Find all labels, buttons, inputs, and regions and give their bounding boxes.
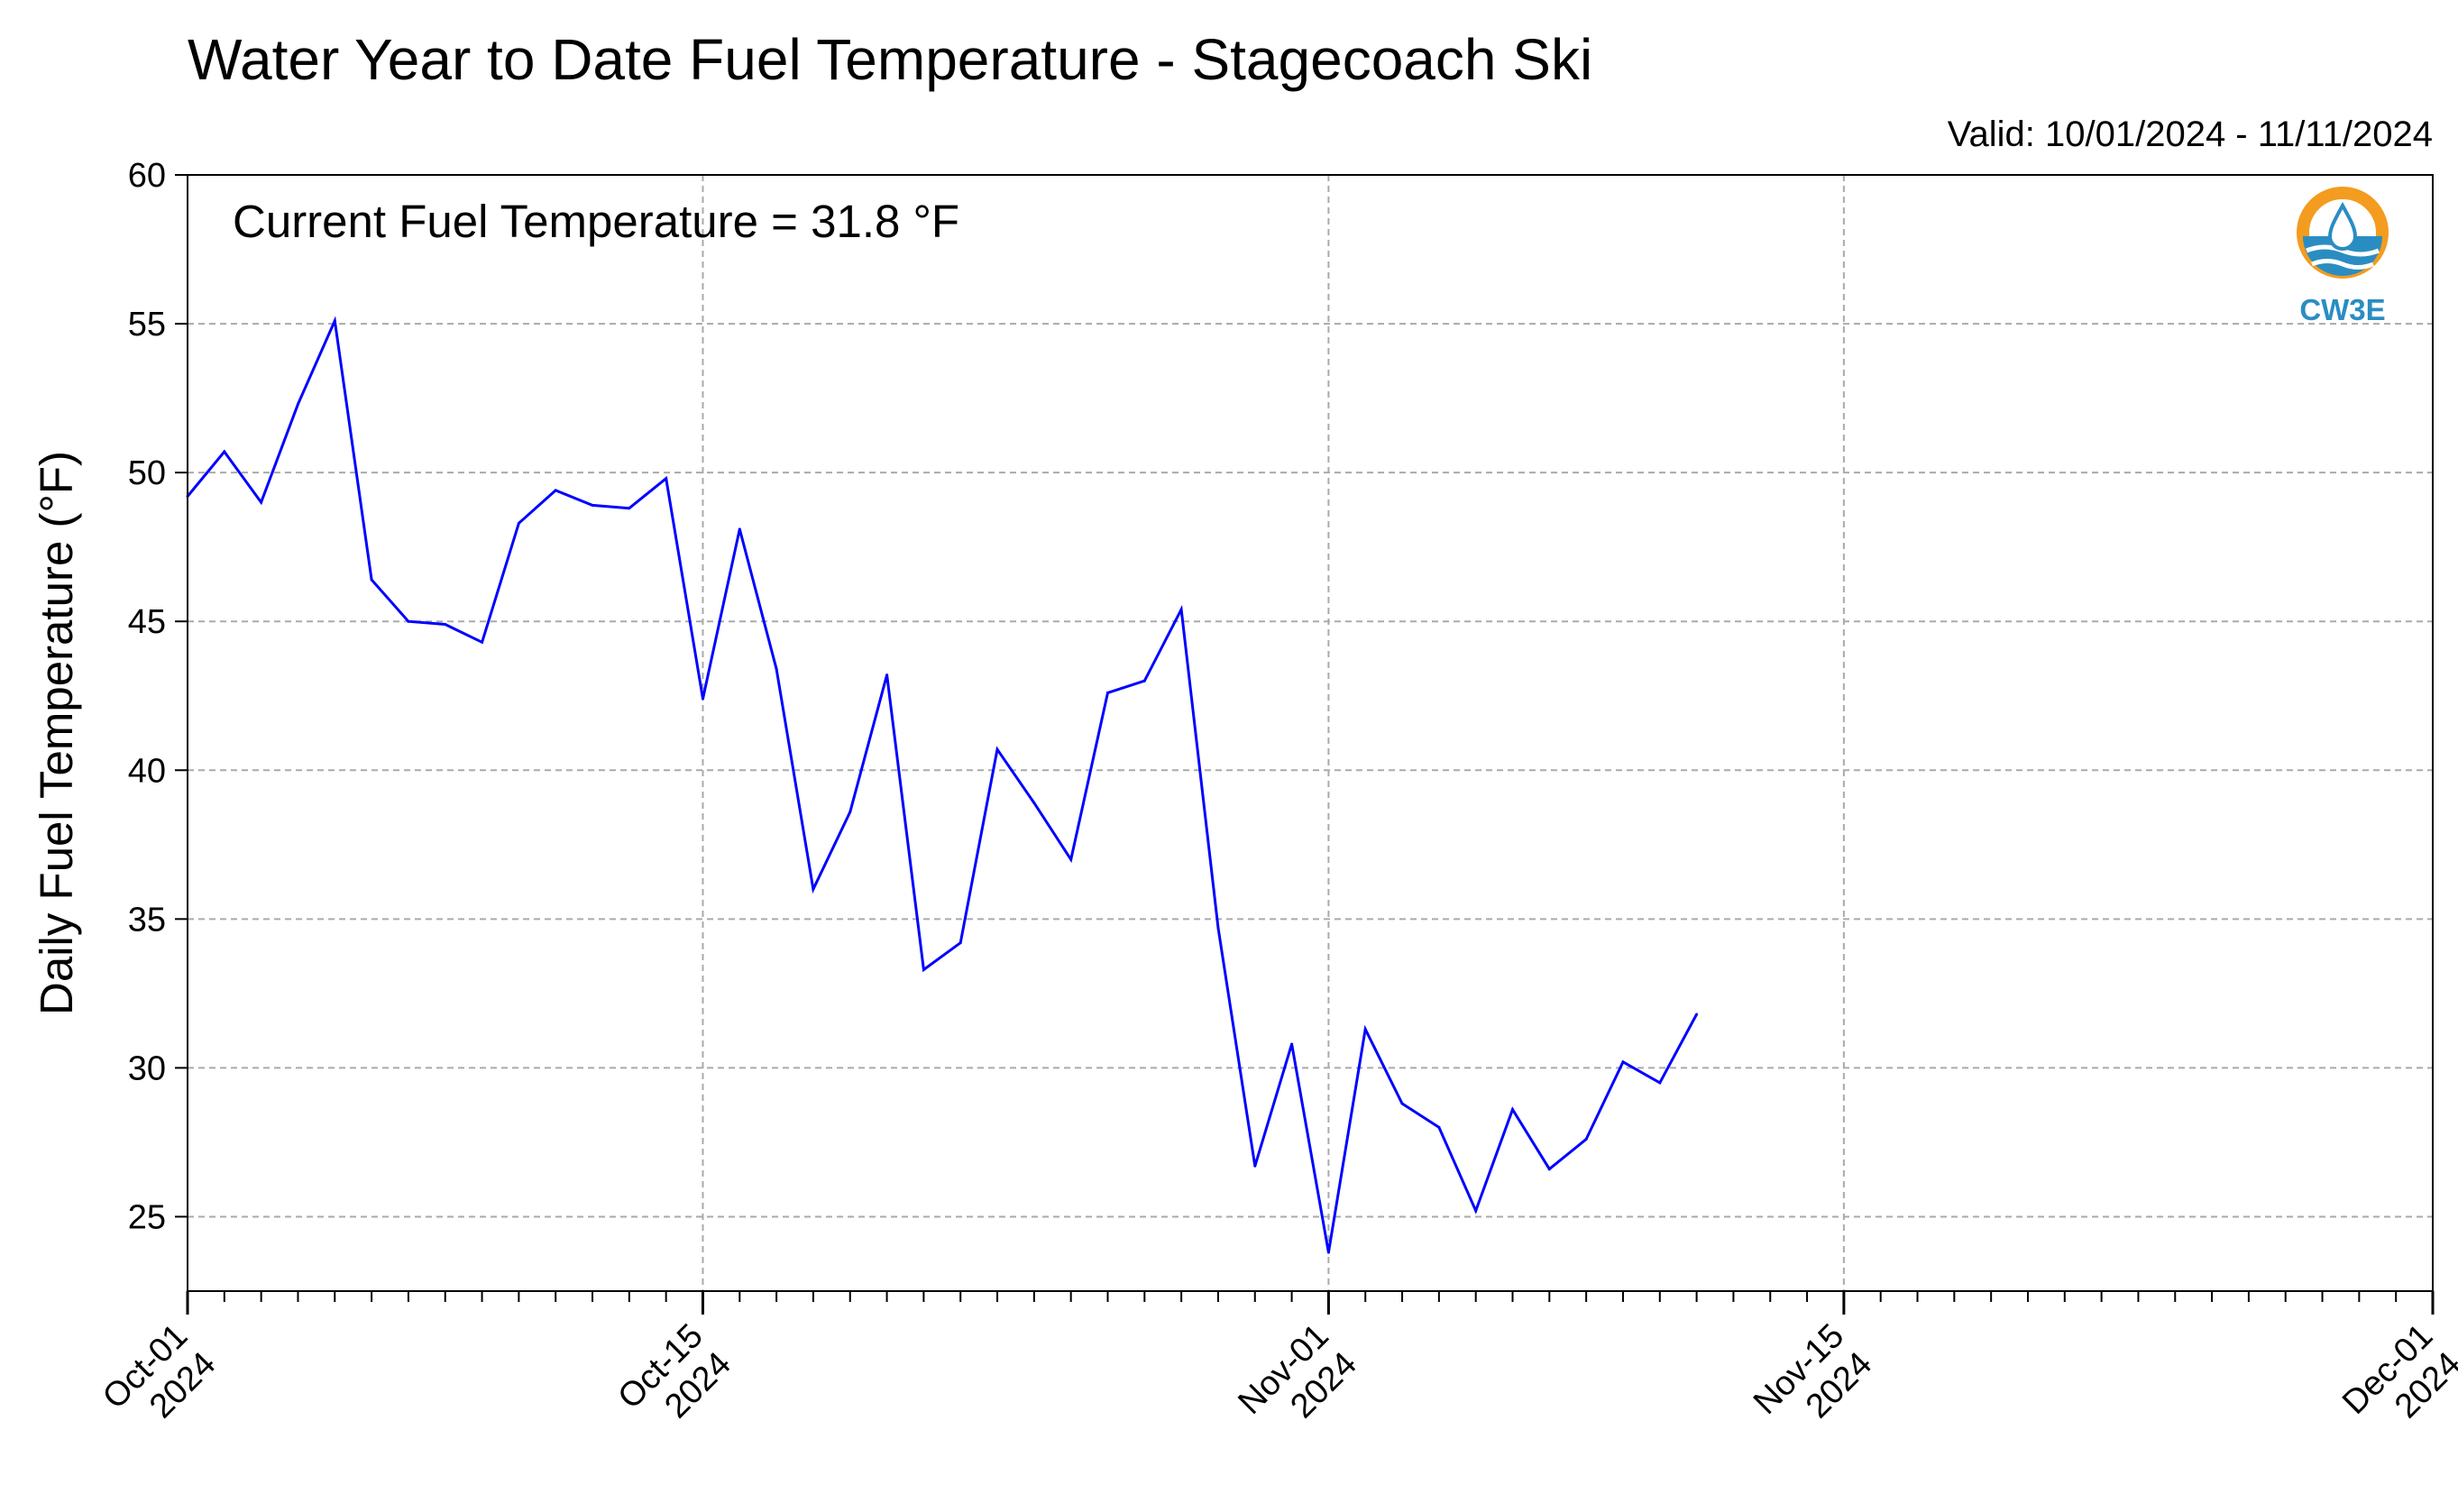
chart-title: Water Year to Date Fuel Temperature - St… — [188, 27, 1592, 92]
data-point — [1216, 926, 1220, 930]
y-tick-label: 45 — [128, 603, 166, 641]
plot-frame — [187, 174, 2434, 1292]
data-point — [702, 697, 704, 701]
data-point — [481, 640, 484, 644]
data-point — [517, 521, 520, 525]
y-tick-label: 50 — [128, 454, 166, 492]
data-point — [628, 507, 631, 510]
data-point — [1106, 691, 1109, 694]
series-line — [186, 316, 1698, 1253]
cw3e-logo: CW3E — [2297, 187, 2389, 326]
data-point — [1326, 1251, 1330, 1254]
data-point — [738, 527, 741, 531]
y-tick-label: 25 — [128, 1198, 166, 1236]
logo-wave-icon — [2311, 259, 2374, 270]
y-axis-label: Daily Fuel Temperature (°F) — [31, 451, 82, 1015]
data-point — [1584, 1138, 1588, 1141]
grid — [188, 174, 2433, 1291]
data-point — [1658, 1081, 1662, 1085]
data-point — [1363, 1028, 1367, 1031]
data-point — [1290, 1042, 1294, 1046]
y-tick-label: 60 — [128, 157, 166, 195]
data-point — [995, 747, 999, 751]
y-tick-label: 30 — [128, 1049, 166, 1087]
data-point — [260, 500, 263, 504]
data-point — [958, 941, 962, 945]
data-point — [848, 811, 852, 813]
data-point — [333, 319, 336, 323]
data-point — [1142, 679, 1146, 683]
data-point — [1179, 608, 1183, 611]
data-point — [297, 402, 299, 406]
data-point — [1437, 1125, 1441, 1129]
data-point — [775, 667, 778, 671]
data-point — [885, 674, 889, 677]
current-temperature-annotation: Current Fuel Temperature = 31.8 °F — [233, 196, 959, 247]
y-axis: 25 30 35 40 45 50 55 60 — [128, 157, 188, 1236]
data-point — [1400, 1102, 1404, 1105]
y-tick-label: 40 — [128, 752, 166, 790]
data-point — [370, 578, 373, 582]
y-tick-label: 35 — [128, 901, 166, 939]
data-point — [1253, 1164, 1257, 1168]
data-point — [1621, 1060, 1625, 1064]
y-tick-label: 55 — [128, 306, 166, 344]
data-point — [407, 619, 410, 623]
data-point — [591, 503, 594, 507]
series-points — [186, 319, 1699, 1254]
valid-date-range: Valid: 10/01/2024 - 11/11/2024 — [1948, 115, 2433, 154]
data-point — [812, 887, 815, 891]
data-point — [922, 968, 925, 971]
data-point — [1474, 1209, 1478, 1213]
data-point — [444, 623, 447, 626]
data-point — [1547, 1168, 1551, 1171]
data-point — [1069, 857, 1073, 861]
logo-drop-icon — [2327, 201, 2358, 251]
logo-text: CW3E — [2299, 293, 2385, 326]
data-point — [665, 477, 668, 481]
data-point — [554, 489, 557, 492]
data-point — [223, 450, 226, 454]
data-point — [1695, 1013, 1699, 1016]
data-point — [1511, 1108, 1514, 1112]
data-point — [1032, 802, 1036, 805]
